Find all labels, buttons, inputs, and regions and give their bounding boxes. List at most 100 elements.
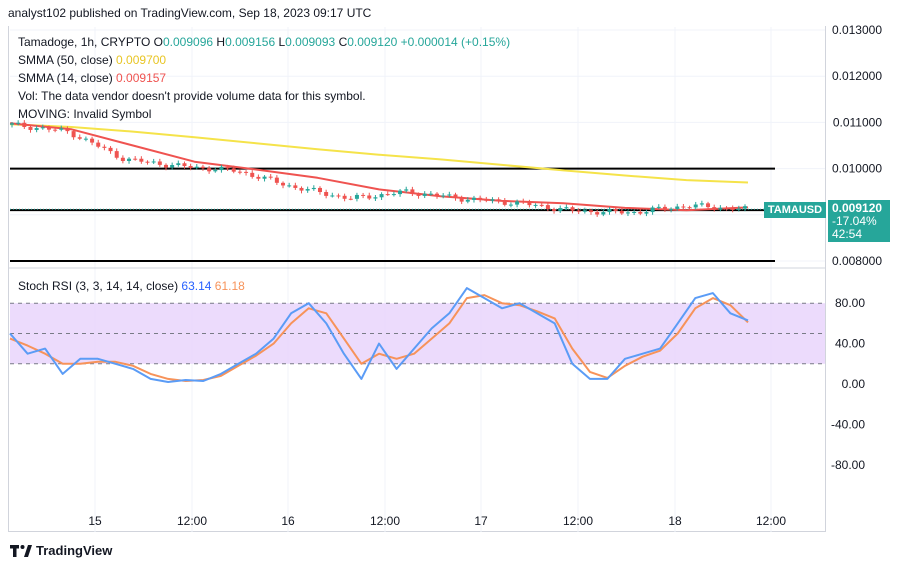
candle-body <box>77 137 82 139</box>
candle-body <box>336 195 341 197</box>
price-tick-label: 0.012000 <box>832 69 882 83</box>
tradingview-footer[interactable]: TradingView <box>10 543 112 558</box>
candle-body <box>718 207 723 210</box>
candle-body <box>354 194 359 199</box>
candle-body <box>114 151 119 158</box>
candle-body <box>34 128 39 130</box>
tradingview-logo-icon <box>10 544 32 557</box>
candle-body <box>743 206 747 209</box>
candle-body <box>53 129 58 131</box>
candle-body <box>46 127 51 130</box>
price-tag-countdown: 42:54 <box>832 227 863 241</box>
candle-body <box>194 166 199 168</box>
stoch-tick-label: 40.00 <box>835 337 865 351</box>
price-tag-pct: -17.04% <box>832 214 877 228</box>
publish-info: analyst102 published on TradingView.com,… <box>8 6 372 20</box>
candle-body <box>533 204 538 206</box>
candle-body <box>539 204 544 206</box>
candle-body <box>157 161 162 165</box>
candle-body <box>669 208 674 210</box>
candle-body <box>96 142 101 147</box>
candle-body <box>120 157 125 161</box>
candle-body <box>453 194 458 199</box>
open-value: 0.009096 <box>162 35 214 49</box>
candle-body <box>428 193 433 195</box>
candle-body <box>564 207 569 209</box>
candle-body <box>471 197 476 200</box>
candle-body <box>10 123 14 125</box>
price-tick-label: 0.008000 <box>832 254 882 268</box>
candle-body <box>250 172 255 177</box>
stoch-band <box>10 303 825 364</box>
sma14-line <box>9 122 749 212</box>
stoch-d-line <box>9 294 749 382</box>
candle-body <box>582 210 587 212</box>
candle-body <box>256 176 261 179</box>
candle-body <box>231 168 236 172</box>
candle-body <box>200 166 205 169</box>
moving-note: MOVING: Invalid Symbol <box>18 107 152 121</box>
candle-body <box>324 192 329 196</box>
candle-body <box>40 127 45 129</box>
change-value: +0.000014 (+0.15%) <box>400 35 511 49</box>
candle-body <box>213 170 218 172</box>
x-tick-label: 12:00 <box>756 514 786 528</box>
candle-body <box>287 185 292 187</box>
candle-body <box>699 203 704 205</box>
candle-body <box>268 176 273 178</box>
candle-body <box>687 207 692 209</box>
tradingview-brand: TradingView <box>36 543 113 558</box>
candle-body <box>398 190 403 195</box>
candle-body <box>127 158 132 161</box>
x-tick-label: 17 <box>474 514 488 528</box>
candle-body <box>638 211 643 214</box>
candle-body <box>619 210 624 214</box>
candle-body <box>182 163 187 167</box>
candle-body <box>447 194 452 196</box>
candle-body <box>545 205 550 210</box>
candle-body <box>552 209 557 211</box>
candle-body <box>176 163 181 166</box>
low-value: 0.009093 <box>285 35 336 49</box>
x-tick-label: 12:00 <box>370 514 400 528</box>
candle-body <box>404 189 409 191</box>
candle-body <box>170 165 175 168</box>
candle-body <box>361 194 366 196</box>
candle-body <box>644 212 649 214</box>
candle-body <box>225 166 230 169</box>
stoch-tick-label: -40.00 <box>831 417 865 431</box>
candle-body <box>422 193 427 196</box>
candle-body <box>576 210 581 212</box>
candle-body <box>59 128 64 130</box>
price-tag-symbol: TAMAUSD <box>764 202 826 218</box>
candle-body <box>681 206 686 208</box>
sma50-line <box>9 123 749 184</box>
candle-body <box>90 138 95 143</box>
candle-body <box>237 171 242 173</box>
volume-note: Vol: The data vendor doesn't provide vol… <box>18 89 366 103</box>
candle-body <box>650 207 655 213</box>
candle-body <box>570 207 575 211</box>
candle-body <box>373 197 378 199</box>
close-value: 0.009120 <box>347 35 398 49</box>
price-tag-value: 0.009120 <box>832 201 883 215</box>
candle-body <box>293 185 298 188</box>
candle-body <box>484 199 489 201</box>
candle-body <box>435 193 440 197</box>
open-label: O <box>153 35 163 49</box>
candle-body <box>305 189 310 191</box>
candle-body <box>188 166 193 168</box>
stoch-tick-label: -80.00 <box>831 458 865 472</box>
candle-body <box>521 201 526 203</box>
price-tick-label: 0.011000 <box>833 115 882 129</box>
price-tick-label: 0.010000 <box>832 162 882 176</box>
candle-body <box>416 193 421 196</box>
candle-body <box>724 207 729 209</box>
stoch-tick-label: 0.00 <box>842 377 866 391</box>
candle-body <box>342 195 347 199</box>
candle-body <box>662 206 667 210</box>
candle-body <box>527 202 532 206</box>
x-tick-label: 16 <box>281 514 295 528</box>
candle-body <box>379 194 384 198</box>
